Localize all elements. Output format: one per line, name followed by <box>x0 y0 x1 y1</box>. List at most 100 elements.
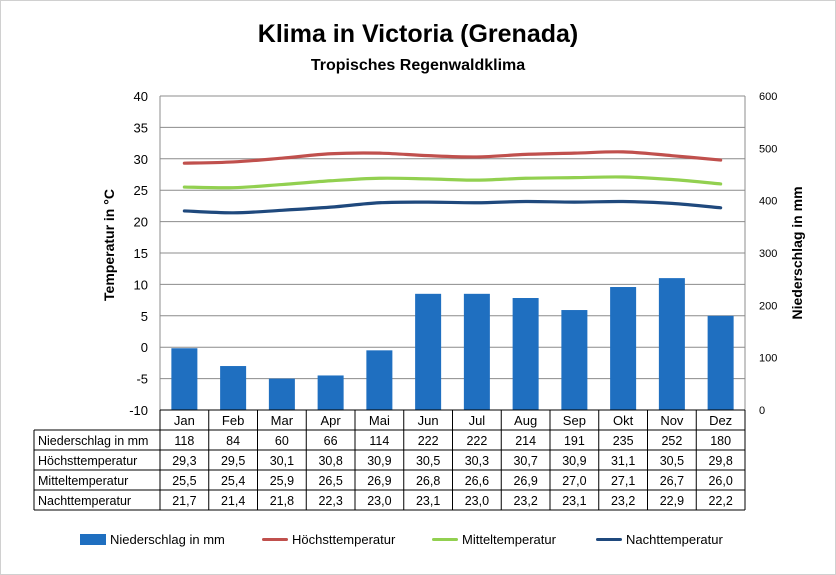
table-cell: 25,5 <box>172 474 196 488</box>
y-right-tick-label: 300 <box>759 248 777 260</box>
y-left-tick-label: 35 <box>134 120 148 135</box>
y-left-tick-label: 30 <box>134 152 148 167</box>
table-cell: 60 <box>275 434 289 448</box>
table-cell: 214 <box>515 434 536 448</box>
table-cell: 29,8 <box>708 454 732 468</box>
table-cell: 26,6 <box>465 474 489 488</box>
x-tick-label: Sep <box>563 413 586 428</box>
y-right-tick-label: 400 <box>759 196 777 208</box>
bar-niederschlag <box>561 310 588 410</box>
chart-title: Klima in Victoria (Grenada) <box>257 20 579 48</box>
bar-niederschlag <box>463 293 490 410</box>
x-tick-label: Dez <box>709 413 732 428</box>
table-cell: 30,3 <box>465 454 489 468</box>
table-row-label: Niederschlag in mm <box>38 434 148 448</box>
x-tick-label: Jul <box>469 413 486 428</box>
table-cell: 30,1 <box>270 454 294 468</box>
table-cell: 222 <box>466 434 487 448</box>
bar-niederschlag <box>317 375 344 410</box>
chart-subtitle: Tropisches Regenwaldklima <box>310 57 526 74</box>
table-cell: 30,5 <box>416 454 440 468</box>
x-tick-label: Okt <box>613 413 634 428</box>
x-tick-label: Nov <box>660 413 684 428</box>
legend-bar-swatch <box>80 533 106 545</box>
table-cell: 30,9 <box>562 454 586 468</box>
y-left-tick-label: 25 <box>134 183 148 198</box>
y-left-tick-label: 5 <box>141 309 148 324</box>
table-cell: 23,2 <box>513 494 537 508</box>
table-cell: 26,7 <box>660 474 684 488</box>
table-cell: 21,7 <box>172 494 196 508</box>
table-cell: 114 <box>369 434 389 448</box>
table-cell: 22,2 <box>708 494 732 508</box>
table-cell: 66 <box>324 434 338 448</box>
table-cell: 180 <box>710 434 731 448</box>
y-left-tick-label: 15 <box>134 246 148 261</box>
table-cell: 26,9 <box>513 474 537 488</box>
table-cell: 22,3 <box>318 494 342 508</box>
table-cell: 30,9 <box>367 454 391 468</box>
table-cell: 21,8 <box>270 494 294 508</box>
x-tick-label: Apr <box>321 413 342 428</box>
line-series-0 <box>182 150 723 165</box>
x-tick-label: Mar <box>271 413 294 428</box>
legend-item: Mitteltemperatur <box>432 529 556 549</box>
y-left-tick-label: 0 <box>141 340 148 355</box>
bar-niederschlag <box>658 278 685 410</box>
y-right-tick-label: 600 <box>759 91 777 103</box>
bar-niederschlag <box>707 315 734 410</box>
table-cell: 29,5 <box>221 454 245 468</box>
legend-line-swatch <box>596 537 622 541</box>
y-right-axis-title: Niederschlag in mm <box>789 186 805 319</box>
y-right-tick-label: 500 <box>759 143 777 155</box>
table-cell: 22,9 <box>660 494 684 508</box>
table-cell: 30,8 <box>318 454 342 468</box>
table-cell: 25,4 <box>221 474 245 488</box>
table-row-label: Höchsttemperatur <box>38 454 137 468</box>
bar-niederschlag <box>610 287 637 410</box>
y-left-tick-label: 10 <box>134 277 148 292</box>
table-cell: 27,1 <box>611 474 635 488</box>
bar-niederschlag <box>415 293 442 410</box>
bar-niederschlag <box>220 366 247 410</box>
table-cell: 26,9 <box>367 474 391 488</box>
table-cell: 23,2 <box>611 494 635 508</box>
line-series-2 <box>182 199 723 215</box>
legend-line-swatch <box>262 537 288 541</box>
table-cell: 31,1 <box>611 454 635 468</box>
legend-item: Höchsttemperatur <box>262 529 395 549</box>
x-tick-label: Feb <box>222 413 244 428</box>
bar-niederschlag <box>512 298 539 410</box>
table-cell: 29,3 <box>172 454 196 468</box>
legend-label: Höchsttemperatur <box>292 531 396 547</box>
table-cell: 30,7 <box>513 454 537 468</box>
table-cell: 26,5 <box>318 474 342 488</box>
x-tick-label: Jun <box>418 413 439 428</box>
table-cell: 23,0 <box>465 494 489 508</box>
bar-niederschlag <box>366 350 393 410</box>
legend-label: Mitteltemperatur <box>462 531 556 547</box>
table-cell: 191 <box>564 434 585 448</box>
table-cell: 23,1 <box>562 494 586 508</box>
bar-niederschlag <box>268 378 295 410</box>
table-cell: 26,0 <box>708 474 732 488</box>
table-cell: 118 <box>174 434 194 448</box>
legend-label: Niederschlag in mm <box>110 531 225 547</box>
chart-legend: Niederschlag in mm Höchsttemperatur Mittel… <box>0 529 836 549</box>
table-cell: 235 <box>613 434 634 448</box>
table-cell: 222 <box>418 434 439 448</box>
x-tick-label: Aug <box>514 413 537 428</box>
table-row-label: Mitteltemperatur <box>38 474 128 488</box>
bar-niederschlag <box>171 348 198 410</box>
table-cell: 23,0 <box>367 494 391 508</box>
y-left-tick-label: 20 <box>134 215 148 230</box>
y-left-tick-label: 40 <box>134 89 148 104</box>
y-right-tick-label: 0 <box>759 405 765 417</box>
y-left-tick-label: -5 <box>136 372 148 387</box>
table-cell: 252 <box>661 434 682 448</box>
y-right-tick-label: 100 <box>759 353 777 365</box>
line-series-1 <box>182 175 723 190</box>
legend-line-swatch <box>432 537 458 541</box>
table-cell: 84 <box>226 434 240 448</box>
